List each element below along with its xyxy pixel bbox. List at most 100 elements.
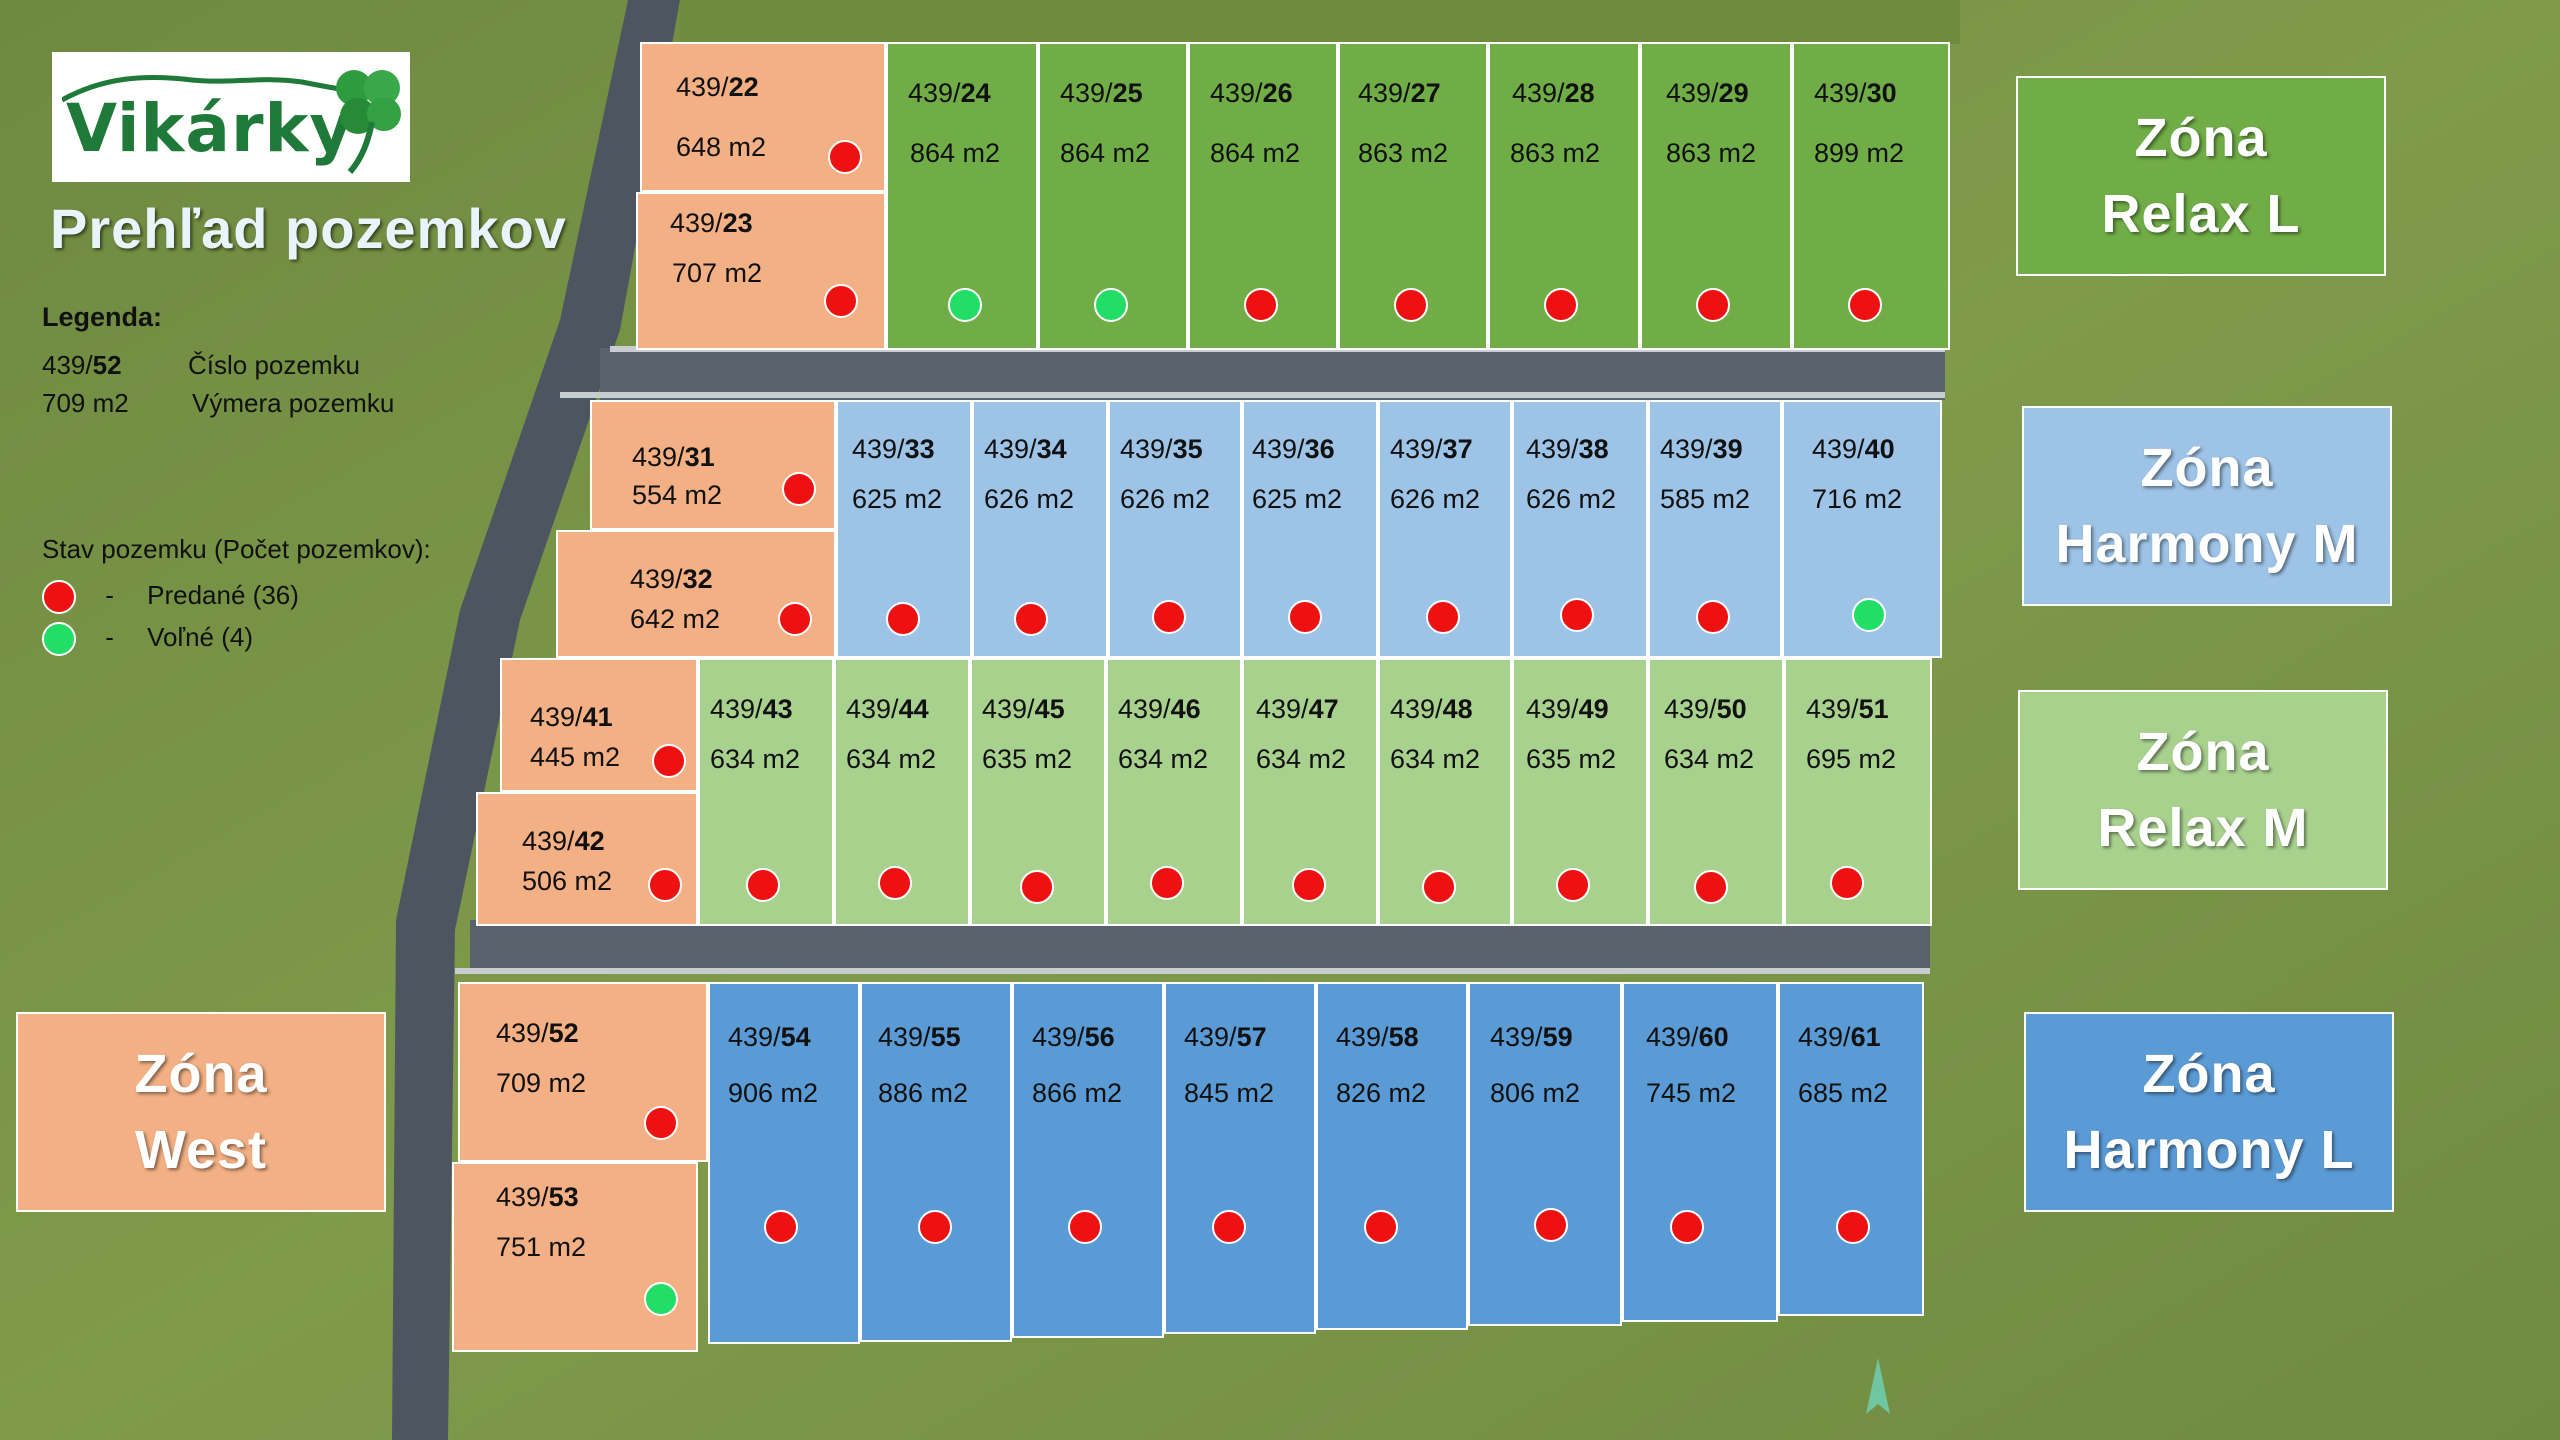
legend-area-example: 709 m2 [42, 388, 129, 418]
plot-32[interactable]: 439/32 642 m2 [556, 530, 836, 658]
plot-24[interactable]: 439/24 864 m2 [886, 42, 1038, 350]
plot-area: 635 m2 [982, 744, 1073, 774]
plot-34[interactable]: 439/34 626 m2 [972, 400, 1108, 658]
plot-58[interactable]: 439/58 826 m2 [1316, 982, 1468, 1330]
plot-57[interactable]: 439/57 845 m2 [1164, 982, 1316, 1334]
legend-number-example: 439/52 [42, 350, 122, 381]
plot-number: 439/53 [496, 1182, 579, 1212]
plot-40[interactable]: 439/40 716 m2 [1782, 400, 1942, 658]
free-status-icon [1852, 598, 1886, 632]
plot-number: 439/40 [1812, 434, 1895, 464]
zone-label-west: Zóna West [16, 1012, 386, 1212]
plot-53[interactable]: 439/53 751 m2 [452, 1162, 698, 1352]
plot-area: 634 m2 [1664, 744, 1755, 774]
plot-area: 906 m2 [728, 1078, 819, 1108]
plot-23[interactable]: 439/23 707 m2 [636, 192, 886, 350]
sold-status-icon [1556, 868, 1590, 902]
legend-sold-row: - Predané (36) [42, 580, 299, 615]
plot-61[interactable]: 439/61 685 m2 [1778, 982, 1924, 1316]
zone-label-harmony-m: Zóna Harmony M [2022, 406, 2392, 606]
plot-area: 634 m2 [1256, 744, 1347, 774]
plot-area: 626 m2 [1120, 484, 1211, 514]
sold-status-icon [782, 472, 816, 506]
plot-number: 439/51 [1806, 694, 1889, 724]
sold-status-icon [644, 1106, 678, 1140]
sold-status-icon [1694, 870, 1728, 904]
plot-54[interactable]: 439/54 906 m2 [708, 982, 860, 1344]
sold-status-icon [1534, 1208, 1568, 1242]
plot-number: 439/52 [496, 1018, 579, 1048]
plot-41[interactable]: 439/41 445 m2 [500, 658, 698, 792]
plot-25[interactable]: 439/25 864 m2 [1038, 42, 1188, 350]
plot-48[interactable]: 439/48 634 m2 [1378, 658, 1512, 926]
plot-47[interactable]: 439/47 634 m2 [1242, 658, 1378, 926]
sold-status-icon [1068, 1210, 1102, 1244]
plot-number: 439/24 [908, 78, 991, 108]
clover-icon [336, 70, 401, 174]
sold-status-icon [1394, 288, 1428, 322]
plot-35[interactable]: 439/35 626 m2 [1108, 400, 1242, 658]
plot-number: 439/32 [630, 564, 713, 594]
plot-29[interactable]: 439/29 863 m2 [1640, 42, 1792, 350]
plot-27[interactable]: 439/27 863 m2 [1338, 42, 1488, 350]
plot-28[interactable]: 439/28 863 m2 [1488, 42, 1640, 350]
plot-area: 863 m2 [1666, 138, 1757, 168]
plot-49[interactable]: 439/49 635 m2 [1512, 658, 1648, 926]
plot-number: 439/49 [1526, 694, 1609, 724]
plot-area: 634 m2 [710, 744, 801, 774]
plot-46[interactable]: 439/46 634 m2 [1106, 658, 1242, 926]
sold-status-icon [764, 1210, 798, 1244]
plot-56[interactable]: 439/56 866 m2 [1012, 982, 1164, 1338]
plot-31[interactable]: 439/31 554 m2 [590, 400, 836, 530]
plot-33[interactable]: 439/33 625 m2 [836, 400, 972, 658]
plot-52[interactable]: 439/52 709 m2 [458, 982, 708, 1162]
plot-43[interactable]: 439/43 634 m2 [698, 658, 834, 926]
plot-number: 439/43 [710, 694, 793, 724]
plot-number: 439/59 [1490, 1022, 1573, 1052]
plot-number: 439/30 [1814, 78, 1897, 108]
plot-number: 439/38 [1526, 434, 1609, 464]
sold-status-icon [1670, 1210, 1704, 1244]
plot-55[interactable]: 439/55 886 m2 [860, 982, 1012, 1342]
plot-36[interactable]: 439/36 625 m2 [1242, 400, 1378, 658]
sold-status-icon [1288, 600, 1322, 634]
plot-60[interactable]: 439/60 745 m2 [1622, 982, 1778, 1322]
sold-status-icon [1836, 1210, 1870, 1244]
plot-number: 439/48 [1390, 694, 1473, 724]
plot-number: 439/27 [1358, 78, 1441, 108]
sold-status-icon [42, 580, 76, 615]
plot-area: 826 m2 [1336, 1078, 1427, 1108]
sold-status-icon [1696, 600, 1730, 634]
sold-status-icon [1830, 866, 1864, 900]
sold-status-icon [1150, 866, 1184, 900]
plot-22[interactable]: 439/22 648 m2 [640, 42, 886, 192]
plot-30[interactable]: 439/30 899 m2 [1792, 42, 1950, 350]
plot-42[interactable]: 439/42 506 m2 [476, 792, 698, 926]
sold-status-icon [1244, 288, 1278, 322]
plot-38[interactable]: 439/38 626 m2 [1512, 400, 1648, 658]
plot-number: 439/47 [1256, 694, 1339, 724]
plot-59[interactable]: 439/59 806 m2 [1468, 982, 1622, 1326]
legend-status-title: Stav pozemku (Počet pozemkov): [42, 534, 431, 564]
plot-51[interactable]: 439/51 695 m2 [1784, 658, 1932, 926]
sold-status-icon [1292, 868, 1326, 902]
logo-text: Vikárky [66, 90, 354, 167]
sold-status-icon [1560, 598, 1594, 632]
plot-number: 439/22 [676, 72, 759, 102]
plot-number: 439/54 [728, 1022, 811, 1052]
plot-45[interactable]: 439/45 635 m2 [970, 658, 1106, 926]
plot-37[interactable]: 439/37 626 m2 [1378, 400, 1512, 658]
plot-39[interactable]: 439/39 585 m2 [1648, 400, 1782, 658]
plot-number: 439/33 [852, 434, 935, 464]
plot-area: 506 m2 [522, 866, 613, 896]
sold-status-icon [824, 284, 858, 318]
plot-50[interactable]: 439/50 634 m2 [1648, 658, 1784, 926]
legend-title: Legenda: [42, 302, 163, 332]
hills-icon [62, 75, 362, 103]
plot-number: 439/37 [1390, 434, 1473, 464]
plot-44[interactable]: 439/44 634 m2 [834, 658, 970, 926]
plot-number: 439/45 [982, 694, 1065, 724]
plot-26[interactable]: 439/26 864 m2 [1188, 42, 1338, 350]
legend-free-label: Voľné (4) [147, 622, 254, 652]
plot-area: 899 m2 [1814, 138, 1905, 168]
